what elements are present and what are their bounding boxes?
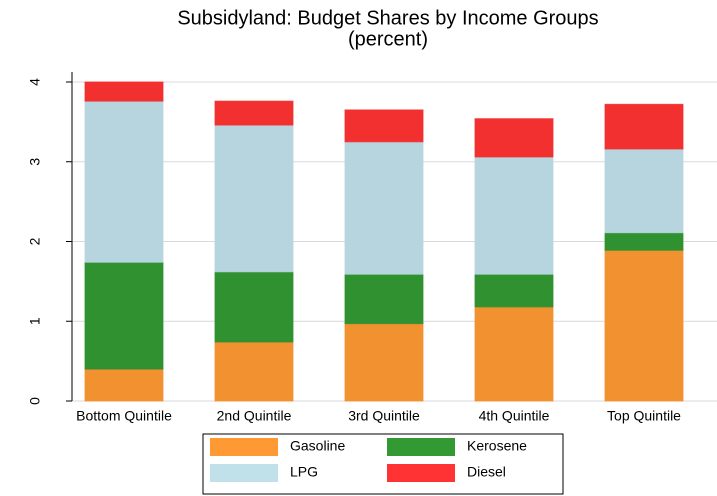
- x-tick-label: 2nd Quintile: [217, 408, 292, 424]
- bar-segment: [604, 249, 684, 402]
- bar-segment: [604, 232, 684, 251]
- legend-swatch: [210, 438, 278, 456]
- legend-label: Diesel: [467, 464, 506, 480]
- bar-segment: [214, 271, 294, 343]
- bar-segment: [84, 261, 164, 370]
- x-tick-label: 3rd Quintile: [348, 408, 420, 424]
- bar-segment: [344, 323, 424, 402]
- y-tick-label: 0: [27, 397, 43, 405]
- bar-segment: [474, 306, 554, 402]
- x-tick-label: Bottom Quintile: [76, 408, 172, 424]
- bar-segment: [604, 148, 684, 234]
- bar-segment: [84, 100, 164, 263]
- bar-segment: [344, 109, 424, 143]
- bar-segment: [214, 341, 294, 402]
- bar-segment: [474, 118, 554, 158]
- bar-segment: [474, 273, 554, 308]
- bar-segment: [344, 141, 424, 275]
- y-tick-label: 4: [27, 78, 43, 86]
- bar-segment: [604, 103, 684, 150]
- bar-segment: [84, 368, 164, 402]
- y-tick-label: 1: [27, 317, 43, 325]
- bar-segment: [214, 124, 294, 273]
- legend-swatch: [387, 438, 455, 456]
- legend-label: LPG: [290, 464, 318, 480]
- legend-label: Gasoline: [290, 438, 345, 454]
- bar-segment: [84, 81, 164, 102]
- chart-title: Subsidyland: Budget Shares by Income Gro…: [177, 7, 598, 29]
- bar-segment: [214, 100, 294, 126]
- legend-swatch: [387, 464, 455, 482]
- legend-swatch: [210, 464, 278, 482]
- legend-label: Kerosene: [467, 438, 527, 454]
- x-tick-label: Top Quintile: [607, 408, 681, 424]
- bar-segment: [474, 156, 554, 275]
- chart-subtitle: (percent): [348, 28, 428, 50]
- x-tick-label: 4th Quintile: [479, 408, 550, 424]
- bar-segment: [344, 273, 424, 325]
- y-tick-label: 2: [27, 237, 43, 245]
- y-tick-label: 3: [27, 158, 43, 166]
